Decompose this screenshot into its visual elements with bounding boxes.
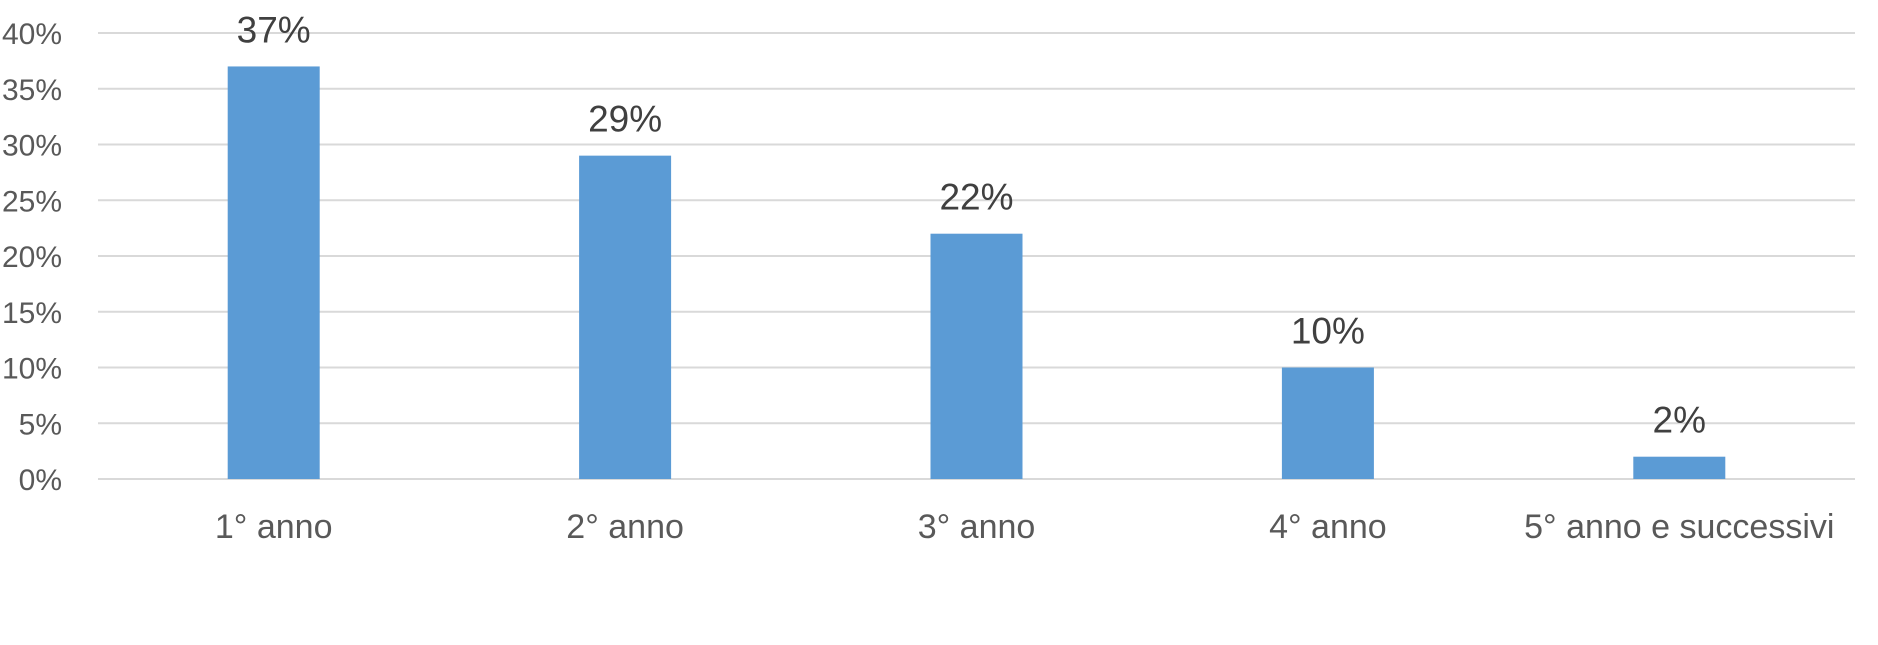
- y-tick-label: 15%: [2, 297, 62, 330]
- data-label: 29%: [588, 99, 662, 140]
- data-label: 22%: [939, 177, 1013, 218]
- bar: [1633, 456, 1726, 479]
- bar: [930, 233, 1023, 479]
- data-label: 2%: [1653, 400, 1706, 441]
- y-axis-tick-labels: 0% 5% 10% 15% 20% 25% 30% 35% 40%: [2, 18, 62, 497]
- y-tick-label: 40%: [2, 18, 62, 51]
- data-label: 10%: [1291, 311, 1365, 352]
- x-category-label: 5° anno e successivi: [1524, 508, 1834, 546]
- y-tick-label: 35%: [2, 74, 62, 107]
- x-category-label: 1° anno: [215, 508, 333, 546]
- x-category-label: 4° anno: [1269, 508, 1387, 546]
- y-tick-label: 5%: [19, 408, 62, 441]
- bars: [227, 66, 1726, 479]
- y-tick-label: 0%: [19, 464, 62, 497]
- bar: [579, 155, 672, 479]
- y-tick-label: 30%: [2, 130, 62, 163]
- x-category-label: 2° anno: [566, 508, 684, 546]
- x-category-label: 3° anno: [918, 508, 1036, 546]
- data-labels: 37% 29% 22% 10% 2%: [237, 9, 1706, 440]
- y-tick-label: 10%: [2, 353, 62, 386]
- bar: [227, 66, 320, 479]
- y-tick-label: 25%: [2, 185, 62, 218]
- bar: [1281, 367, 1374, 479]
- y-tick-label: 20%: [2, 241, 62, 274]
- data-label: 37%: [237, 9, 311, 50]
- x-axis-category-labels: 1° anno 2° anno 3° anno 4° anno 5° anno e su…: [215, 508, 1835, 546]
